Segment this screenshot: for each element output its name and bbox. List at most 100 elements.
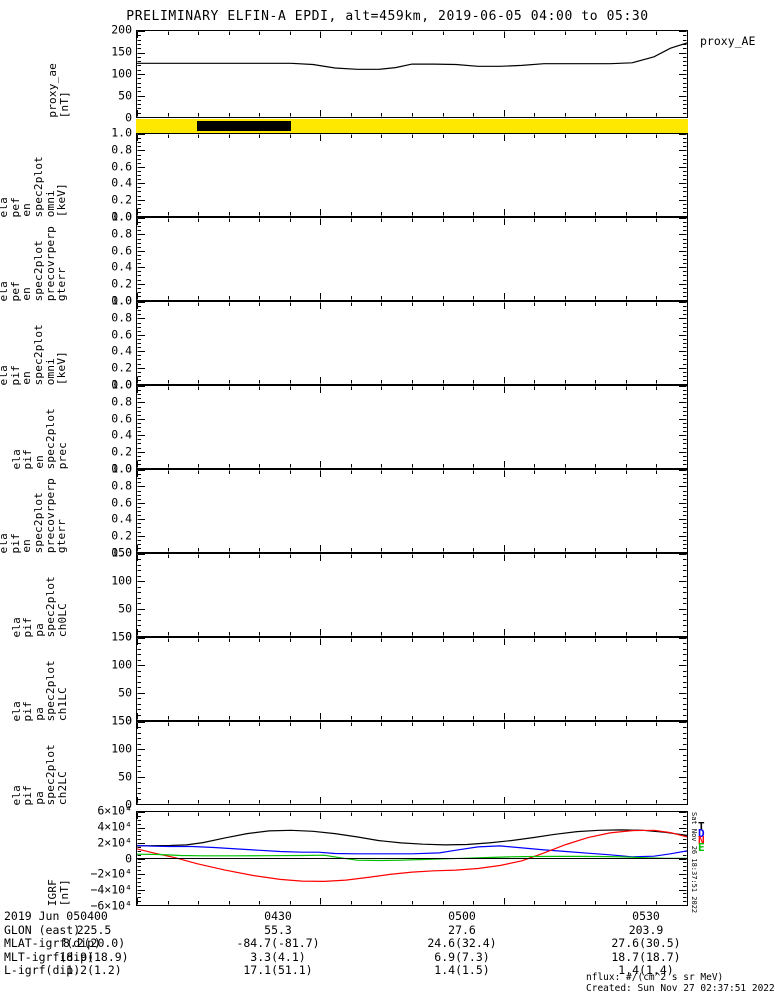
ytick-label: 100 [111, 741, 132, 756]
ytick-labels-ela-pef-en-precovrperp-gterr: 1.0 0.8 0.6 0.4 0.2 0.0 [74, 211, 132, 306]
annot-value: 225.5 [76, 922, 112, 937]
legend-item-E: E [698, 841, 705, 854]
ytick-labels-igrf: 6×10⁴ 4×10⁴ 2×10⁴ 0 −2×10⁴ −4×10⁴ −6×10⁴ [74, 805, 132, 911]
annot-value: 1.4(1.5) [434, 963, 490, 978]
ylabel-word: spec2plot [32, 491, 45, 553]
ylabel-word: [keV] [55, 350, 69, 385]
annot-value: 24.6(32.4) [427, 936, 497, 951]
ytick-label: 50 [118, 88, 132, 103]
ytick-label: 100 [111, 66, 132, 81]
ytick-label: 0.6 [111, 326, 132, 341]
ytick-label: 0.2 [111, 528, 132, 543]
footer-units: nflux: #/(cm^2 s sr MeV) [586, 972, 724, 983]
annot-value: 18.7(18.7) [611, 949, 681, 964]
panel-proxy-ae [136, 30, 688, 118]
ytick-label: 150 [111, 629, 132, 644]
ytick-label: 1.0 [111, 125, 132, 140]
ylabel-ela-pif-en-omni: ela pif en spec2plot omni [keV] [0, 301, 72, 385]
ytick-label: 1.0 [111, 461, 132, 476]
ylabel-word: gterr [55, 518, 69, 553]
ylabel-word: spec2plot [32, 155, 45, 217]
ylabel-word: gterr [55, 266, 69, 301]
panel-ela-pif-en-prec [136, 385, 688, 469]
panel-ela-pif-en-omni [136, 301, 688, 385]
annot-value: 0430 [264, 909, 292, 923]
ylabel-igrf: IGRF [nT] [46, 811, 72, 906]
ytick-label: 150 [111, 44, 132, 59]
ylabel-word: [keV] [55, 182, 69, 217]
annot-row: MLAT-igrf(dip) 8.2(20.0) -84.7(-81.7) 24.6(… [4, 937, 772, 951]
annot-row-label: GLON (east) [4, 922, 81, 937]
annot-value: 0530 [632, 909, 660, 923]
ytick-label: 0.2 [111, 276, 132, 291]
ytick-label: 0 [125, 850, 132, 865]
ylabel-ela-pif-en-prec: ela pif en spec2plot prec [7, 385, 72, 469]
ytick-labels-ela-pef-en-omni: 1.0 0.8 0.6 0.4 0.2 0.0 [74, 127, 132, 222]
ytick-labels-ela-pif-pa-ch2lc: 150 100 50 0 [74, 715, 132, 810]
ytick-label: 0 [125, 629, 132, 644]
ytick-labels-ela-pif-en-omni: 1.0 0.8 0.6 0.4 0.2 0.0 [74, 295, 132, 390]
ylabel-word: [nT] [58, 878, 71, 906]
panel-ela-pef-en-omni [136, 133, 688, 217]
panel-ticks [137, 218, 687, 300]
ytick-label: 0.0 [111, 209, 132, 224]
ytick-label: 0.8 [111, 226, 132, 241]
panel-ticks [137, 722, 687, 804]
panel-ticks [137, 134, 687, 216]
ytick-label: 0.6 [111, 158, 132, 173]
panel-igrf [136, 811, 688, 906]
legend-item-T: T [698, 820, 705, 833]
ytick-label: 0.4 [111, 427, 132, 442]
ytick-labels-proxy-ae: 200 150 100 50 0 [74, 24, 132, 123]
panel-ticks [137, 554, 687, 636]
ylabel-word: ch1LC [55, 686, 69, 721]
ytick-label: 0.2 [111, 444, 132, 459]
ytick-label: 0.2 [111, 360, 132, 375]
right-label-proxy-ae: proxy_AE [700, 34, 756, 48]
ytick-label: 50 [118, 685, 132, 700]
panel-ela-pef-en-precovrperp-gterr [136, 217, 688, 301]
annot-value: 17.1(51.1) [243, 963, 313, 978]
ytick-label: 100 [111, 657, 132, 672]
ytick-label: 100 [111, 573, 132, 588]
ytick-label: 0.0 [111, 293, 132, 308]
ytick-label: 6×10⁴ [97, 803, 132, 818]
ylabel-ela-pef-en-precovrperp-gterr: ela pef en spec2plot precovrperp gterr [0, 217, 72, 301]
ytick-labels-ela-pif-pa-ch1lc: 150 100 50 0 [74, 631, 132, 726]
ylabel-ela-pif-en-precovrperp-gterr: ela pif en spec2plot precovrperp gterr [0, 469, 72, 553]
annot-row: GLON (east) 225.5 55.3 27.6 203.9 [4, 922, 772, 938]
ytick-label: 0 [125, 110, 132, 125]
ylabel-ela-pif-pa-ch0lc: ela pif pa spec2plot ch0LC [7, 553, 72, 637]
panel-ela-pif-pa-ch2lc [136, 721, 688, 805]
annot-value: 55.3 [264, 922, 292, 937]
annot-value: 0500 [448, 909, 476, 923]
annot-value: 8.2(20.0) [62, 936, 126, 951]
annot-row: 2019 Jun 05 0400 0430 0500 0530 [4, 909, 772, 924]
ytick-label: 1.0 [111, 293, 132, 308]
ylabel-ela-pef-en-omni: ela pef en spec2plot omni [keV] [0, 133, 72, 217]
annot-value: 27.6(30.5) [611, 936, 681, 951]
page-title: PRELIMINARY ELFIN-A EPDI, alt=459km, 201… [126, 9, 649, 24]
ylabel-word: pif [21, 784, 35, 805]
ytick-label: 2×10⁴ [97, 834, 132, 849]
annot-value: 6.9(7.3) [434, 949, 490, 964]
ytick-label: 4×10⁴ [97, 819, 132, 834]
activity-bar-panel [136, 119, 688, 133]
ytick-label: 0 [125, 797, 132, 812]
annot-row-label: MLAT-igrf(dip) [4, 936, 101, 951]
ylabel-word: pif [21, 448, 35, 469]
panel-ticks [137, 470, 687, 552]
vertical-timestamp: Sat Nov 26 18:37:51 2022 [690, 812, 698, 914]
ytick-label: 0.8 [111, 394, 132, 409]
bottom-annotation-table: 2019 Jun 05 0400 0430 0500 0530 GLON (east) 22… [4, 909, 772, 978]
panel-ela-pif-en-precovrperp-gterr [136, 469, 688, 553]
ylabel-ela-pif-pa-ch1lc: ela pif pa spec2plot ch1LC [7, 637, 72, 721]
ytick-labels-ela-pif-en-precovrperp-gterr: 1.0 0.8 0.6 0.4 0.2 0.0 [74, 463, 132, 558]
panel-ticks [137, 812, 687, 905]
panel-ticks [137, 386, 687, 468]
panel-ticks [137, 31, 687, 117]
ylabel-proxy-ae: proxy_ae [nT] [46, 30, 72, 118]
ylabel-word: ch2LC [55, 770, 69, 805]
ylabel-word: [nT] [58, 90, 71, 118]
ytick-label: 0.2 [111, 192, 132, 207]
